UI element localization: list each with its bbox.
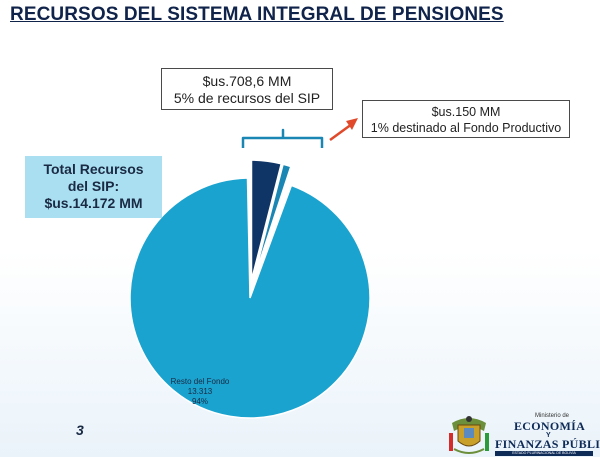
logo-economia: ECONOMÍA <box>514 419 586 433</box>
pie-slice-resto-del-fondo <box>129 177 371 419</box>
total-line-3: $us.14.172 MM <box>44 195 143 211</box>
productive-fund-amount: $us.150 MM <box>431 105 501 119</box>
slide-title: RECURSOS DEL SISTEMA INTEGRAL DE PENSION… <box>10 4 504 25</box>
pie-slice-2 <box>252 163 292 281</box>
total-line-1: Total Recursos <box>43 161 144 177</box>
rest-slice-label-line: 13.313 <box>188 387 213 396</box>
logo-ministry-text: Ministerio de <box>535 413 570 419</box>
logo-state-band: ESTADO PLURINACIONAL DE BOLIVIA <box>495 451 593 456</box>
coat-of-arms-icon <box>449 416 489 454</box>
sip-share-callout: $us.708,6 MM 5% de recursos del SIP <box>161 68 333 110</box>
callout-arrow-head <box>346 118 358 130</box>
logo-conjunction: Y <box>546 432 551 439</box>
total-resources-box: Total Recursos del SIP: $us.14.172 MM <box>25 156 162 218</box>
total-line-2: del SIP: <box>67 178 120 194</box>
callout-bracket <box>241 128 324 148</box>
callout-arrow <box>329 122 353 142</box>
rest-slice-label-line: 94% <box>192 397 208 406</box>
logo-finanzas: FINANZAS PÚBLICAS <box>495 437 600 451</box>
pie-slice-1 <box>250 159 283 281</box>
sip-share-text: 5% de recursos del SIP <box>173 90 321 106</box>
page-number: 3 <box>76 422 84 438</box>
sip-share-amount: $us.708,6 MM <box>202 73 292 89</box>
rest-slice-label-line: Resto del Fondo <box>171 377 230 386</box>
ministry-logo: Ministerio de ECONOMÍA Y FINANZAS PÚBLIC… <box>440 411 600 457</box>
productive-fund-text: 1% destinado al Fondo Productivo <box>370 121 562 135</box>
rest-slice-label: Resto del Fondo 13.313 94% <box>171 377 230 406</box>
pie-slices <box>129 159 371 419</box>
productive-fund-callout: $us.150 MM 1% destinado al Fondo Product… <box>362 100 570 138</box>
